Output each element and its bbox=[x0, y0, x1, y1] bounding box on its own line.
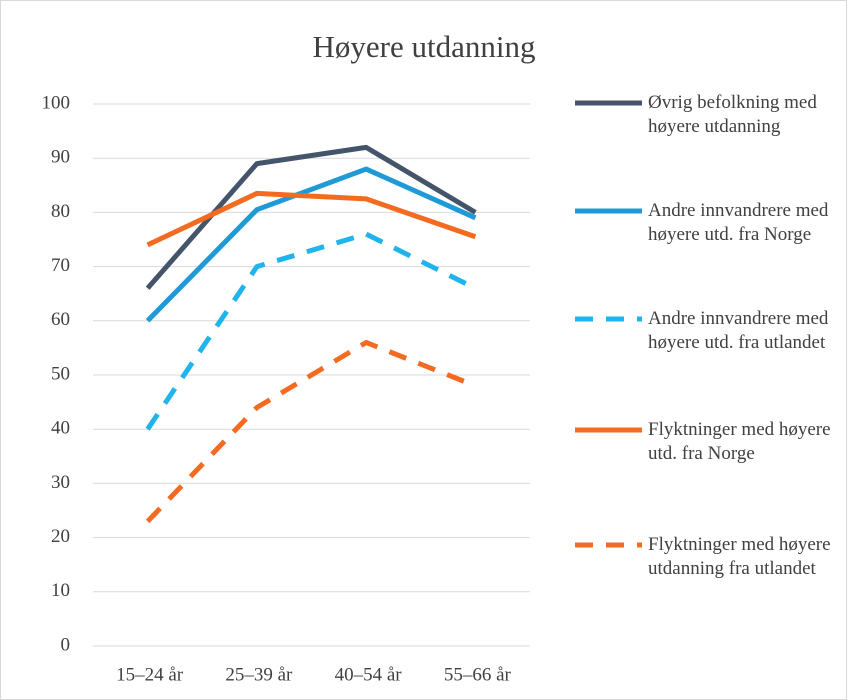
x-tick-label: 40–54 år bbox=[335, 664, 403, 685]
y-tick-label: 30 bbox=[51, 472, 70, 493]
y-tick-label: 50 bbox=[51, 363, 70, 384]
x-tick-label: 25–39 år bbox=[225, 664, 293, 685]
series-line bbox=[145, 339, 477, 524]
series-line bbox=[145, 166, 477, 323]
y-tick-label: 40 bbox=[51, 418, 70, 439]
legend-label: Flyktninger med høyere utd. fra Norge bbox=[648, 419, 831, 464]
legend-label: Andre innvandrere med høyere utd. fra No… bbox=[648, 200, 829, 245]
y-tick-label: 60 bbox=[51, 309, 70, 330]
legend-label: Andre innvandrere med høyere utd. fra ut… bbox=[648, 308, 829, 353]
x-tick-label: 15–24 år bbox=[116, 664, 184, 685]
chart-title: Høyere utdanning bbox=[313, 29, 536, 64]
y-tick-label: 70 bbox=[51, 255, 70, 276]
series-line bbox=[145, 231, 477, 431]
y-tick-label: 0 bbox=[61, 634, 71, 655]
series-line bbox=[145, 144, 477, 290]
y-tick-label: 80 bbox=[51, 201, 70, 222]
x-tick-label: 55–66 år bbox=[444, 664, 512, 685]
y-tick-label: 90 bbox=[51, 147, 70, 168]
y-tick-label: 10 bbox=[51, 580, 70, 601]
y-tick-label: 20 bbox=[51, 526, 70, 547]
y-tick-label: 100 bbox=[42, 92, 71, 113]
legend-label: Flyktninger med høyere utdanning fra utl… bbox=[648, 534, 831, 579]
legend-label: Øvrig befolkning med høyere utdanning bbox=[648, 92, 817, 137]
series-line bbox=[146, 190, 477, 248]
